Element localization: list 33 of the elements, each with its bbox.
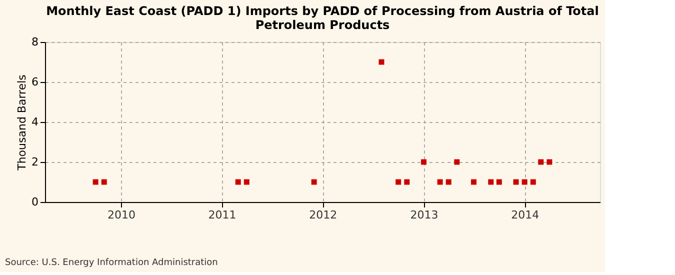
point: [446, 179, 452, 185]
point: [92, 179, 98, 185]
x-tick-label: 2013: [410, 208, 438, 222]
x-tick-label: 2012: [309, 208, 338, 222]
y-tick-label: 4: [32, 116, 38, 128]
chart-title: Monthly East Coast (PADD 1) Imports by PADD of Processing from Austria of Total Petroleum Products: [46, 4, 599, 32]
point: [378, 59, 384, 65]
y-tick-label: 6: [32, 76, 38, 88]
source-note: Source: U.S. Energy Information Administration: [5, 258, 218, 268]
point: [404, 179, 410, 185]
point: [235, 179, 241, 185]
point: [437, 179, 443, 185]
point: [454, 159, 460, 165]
point: [244, 179, 250, 185]
y-axis-title: Thousand Barrels: [16, 74, 28, 172]
point: [496, 179, 502, 185]
point: [101, 179, 107, 185]
point: [530, 179, 536, 185]
y-tick-label: 8: [32, 36, 38, 48]
x-tick-label: 2010: [107, 208, 136, 222]
point: [513, 179, 519, 185]
x-tick-label: 2011: [208, 208, 236, 222]
y-tick-label: 0: [32, 196, 38, 208]
point: [471, 179, 476, 185]
point: [311, 179, 317, 185]
point: [538, 159, 544, 165]
point: [396, 179, 402, 185]
x-tick-label: 2014: [511, 208, 540, 222]
point: [488, 179, 494, 185]
point: [546, 159, 552, 165]
point: [421, 159, 426, 165]
y-tick-label: 2: [32, 156, 38, 168]
point: [522, 179, 528, 185]
